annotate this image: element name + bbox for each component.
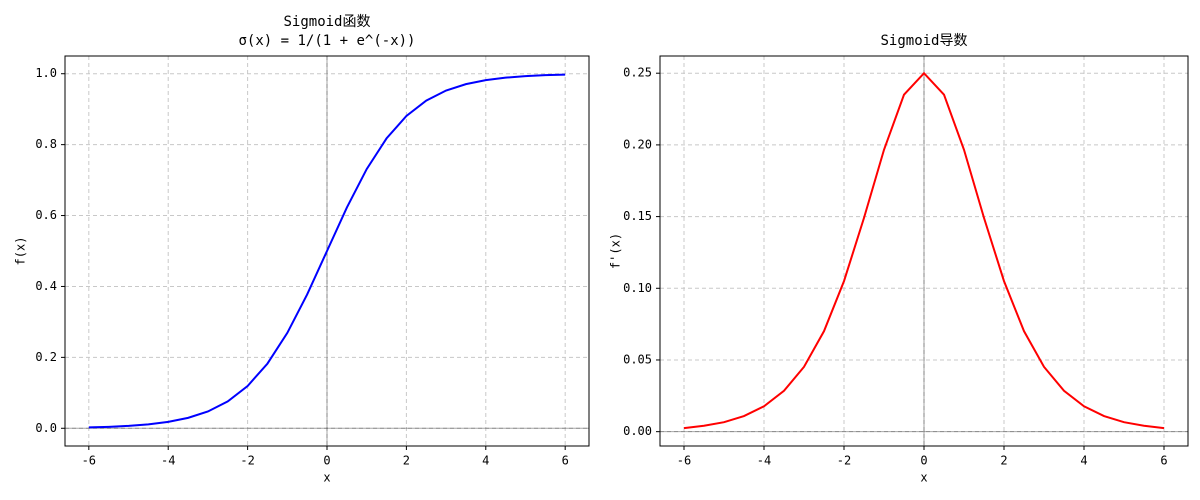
y-tick-label: 0.6: [35, 208, 57, 222]
x-tick-label: 4: [1080, 454, 1087, 468]
chart-subtitle: σ(x) = 1/(1 + e^(-x)): [238, 33, 415, 49]
y-tick-label: 0.10: [623, 281, 652, 295]
y-tick-label: 0.2: [35, 350, 57, 364]
y-tick-label: 0.0: [35, 421, 57, 435]
y-tick-label: 0.15: [623, 209, 652, 223]
x-tick-label: -6: [82, 454, 96, 468]
y-tick-label: 0.4: [35, 279, 57, 293]
x-axis-label: x: [323, 471, 330, 485]
y-tick-label: 0.20: [623, 137, 652, 151]
line: [683, 71, 1165, 430]
y-tick-label: 0.00: [623, 424, 652, 438]
y-axis-label: f'(x): [609, 233, 623, 269]
x-tick-label: 6: [1160, 454, 1167, 468]
y-tick-label: 1.0: [35, 66, 57, 80]
x-tick-label: 2: [1000, 454, 1007, 468]
chart-title: Sigmoid导数: [880, 33, 967, 49]
y-tick-label: 0.8: [35, 137, 57, 151]
x-tick-label: -2: [837, 454, 851, 468]
axes-frame: [64, 55, 590, 447]
chart-title: Sigmoid函数: [283, 14, 370, 30]
x-tick-label: 4: [482, 454, 489, 468]
x-tick-label: -6: [677, 454, 691, 468]
y-axis-label: f(x): [14, 237, 28, 266]
x-axis-label: x: [920, 471, 927, 485]
x-tick-label: -2: [240, 454, 254, 468]
x-tick-label: 2: [403, 454, 410, 468]
y-tick-label: 0.25: [623, 66, 652, 80]
x-tick-label: 0: [920, 454, 927, 468]
line: [88, 73, 566, 429]
x-tick-label: -4: [757, 454, 771, 468]
axes-frame: [659, 55, 1189, 447]
y-tick-label: 0.05: [623, 352, 652, 366]
x-tick-label: -4: [161, 454, 175, 468]
x-tick-label: 6: [562, 454, 569, 468]
x-tick-label: 0: [323, 454, 330, 468]
